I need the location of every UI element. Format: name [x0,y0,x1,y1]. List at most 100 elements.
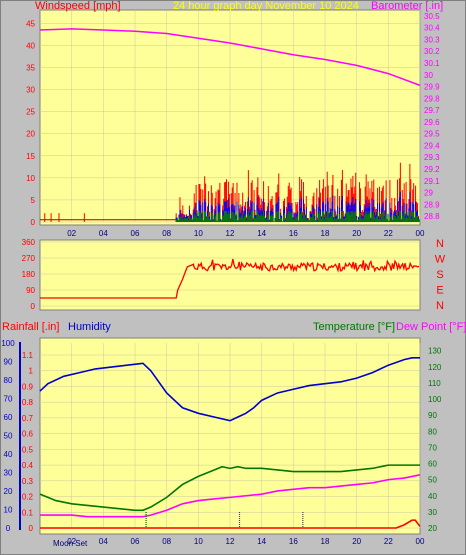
windspeed-series [40,162,420,222]
windspeed-tick-label: 0 [31,218,36,227]
rainfall-tick-label: 0.4 [22,461,34,470]
hour-tick-label: 10 [194,537,203,546]
hour-tick-label: 08 [162,229,171,238]
temperature-tick-label: 80 [428,427,437,436]
humidity-line [39,356,420,422]
windspeed-tick-label: 10 [26,174,35,183]
axis-labels: 05101520253035404528.828.92929.129.229.3… [1,12,445,546]
hour-tick-label: 16 [289,229,298,238]
barometer-tick-label: 29 [424,189,433,198]
dewpoint-line [40,474,421,518]
hour-tick-label: 22 [384,229,393,238]
windspeed-tick-label: 15 [26,152,35,161]
rainfall-label: Rainfall [.in] [2,321,59,333]
hour-tick-label: 20 [352,537,361,546]
hour-tick-label: 18 [321,537,330,546]
humidity-tick-label: 50 [4,432,13,441]
humidity-tick-label: 0 [6,524,11,533]
hour-tick-label: 04 [99,537,108,546]
moon-set-label: Moon Set [53,539,88,548]
windspeed-tick-label: 35 [26,63,35,72]
barometer-tick-label: 29.8 [424,94,440,103]
wind-direction-line [40,258,420,299]
windspeed-tick-label: 45 [26,19,35,28]
barometer-tick-label: 29.6 [424,118,440,127]
barometer-tick-label: 30.5 [424,12,440,21]
rainfall-tick-label: 0 [29,524,34,533]
windspeed-tick-label: 40 [26,41,35,50]
rainfall-tick-label: 0.2 [22,493,34,502]
wind-direction-plot-area [39,239,421,311]
compass-label: N [436,238,444,250]
direction-tick-label: 90 [26,286,35,295]
windspeed-tick-label: 20 [26,130,35,139]
humidity-tick-label: 70 [4,395,13,404]
hour-tick-label: 18 [321,229,330,238]
compass-label: N [436,300,444,312]
hour-tick-label: 14 [257,537,266,546]
windspeed-label: Windspeed [mph] [35,0,121,12]
compass-label: S [436,269,443,281]
barometer-tick-label: 30.2 [424,47,440,56]
hour-tick-label: 10 [194,229,203,238]
humidity-tick-label: 20 [4,487,13,496]
temperature-tick-label: 60 [428,460,437,469]
barometer-label: Barometer [.in] [371,0,443,12]
rainfall-tick-label: 0.8 [22,398,34,407]
barometer-tick-label: 29.5 [424,130,440,139]
temperature-line [39,464,420,512]
hour-tick-label: 12 [226,229,235,238]
temperature-tick-label: 20 [428,524,437,533]
humidity-label: Humidity [68,321,111,333]
dewpoint-label: Dew Point [°F] [396,321,466,333]
hour-tick-label: 20 [352,229,361,238]
hour-tick-label: 08 [162,537,171,546]
rainfall-tick-label: 0.6 [22,430,34,439]
rainfall-line [40,519,421,529]
rainfall-tick-label: 0.3 [22,477,34,486]
rainfall-tick-label: 0.9 [22,382,34,391]
barometer-tick-label: 30.1 [424,59,440,68]
compass-label: E [436,285,443,297]
series-lines [39,28,421,529]
temperature-tick-label: 120 [428,363,442,372]
humidity-tick-label: 90 [4,358,13,367]
windspeed-tick-label: 25 [26,108,35,117]
temperature-label: Temperature [°F] [313,321,395,333]
hour-tick-label: 04 [99,229,108,238]
temperature-tick-label: 100 [428,395,442,404]
humidity-tick-label: 40 [4,450,13,459]
rainfall-tick-label: 1.1 [22,351,34,360]
temperature-tick-label: 130 [428,347,442,356]
barometer-tick-label: 29.1 [424,177,440,186]
windspeed-tick-label: 30 [26,86,35,95]
hour-tick-label: 14 [257,229,266,238]
barometer-tick-label: 29.4 [424,141,440,150]
hour-tick-label: 00 [416,537,425,546]
barometer-tick-label: 30.3 [424,35,440,44]
temperature-tick-label: 50 [428,476,437,485]
hour-tick-label: 02 [67,229,76,238]
barometer-tick-label: 29.9 [424,83,440,92]
humidity-tick-label: 60 [4,413,13,422]
hour-tick-label: 22 [384,537,393,546]
barometer-tick-label: 28.9 [424,200,440,209]
temperature-tick-label: 90 [428,411,437,420]
barometer-tick-label: 29.7 [424,106,440,115]
humidity-tick-label: 10 [4,506,13,515]
rainfall-tick-label: 0.7 [22,414,34,423]
humidity-tick-label: 30 [4,469,13,478]
barometer-tick-label: 28.8 [424,212,440,221]
barometer-tick-label: 29.3 [424,153,440,162]
barometer-tick-label: 30.4 [424,24,440,33]
rainfall-tick-label: 0.1 [22,508,34,517]
rainfall-tick-label: 0.5 [22,445,34,454]
direction-tick-label: 0 [31,302,36,311]
barometer-tick-label: 30 [424,71,433,80]
compass-label: W [435,254,446,266]
barometer-line [39,28,421,87]
humidity-tick-label: 80 [4,376,13,385]
hour-tick-label: 12 [226,537,235,546]
direction-tick-label: 180 [22,270,36,279]
